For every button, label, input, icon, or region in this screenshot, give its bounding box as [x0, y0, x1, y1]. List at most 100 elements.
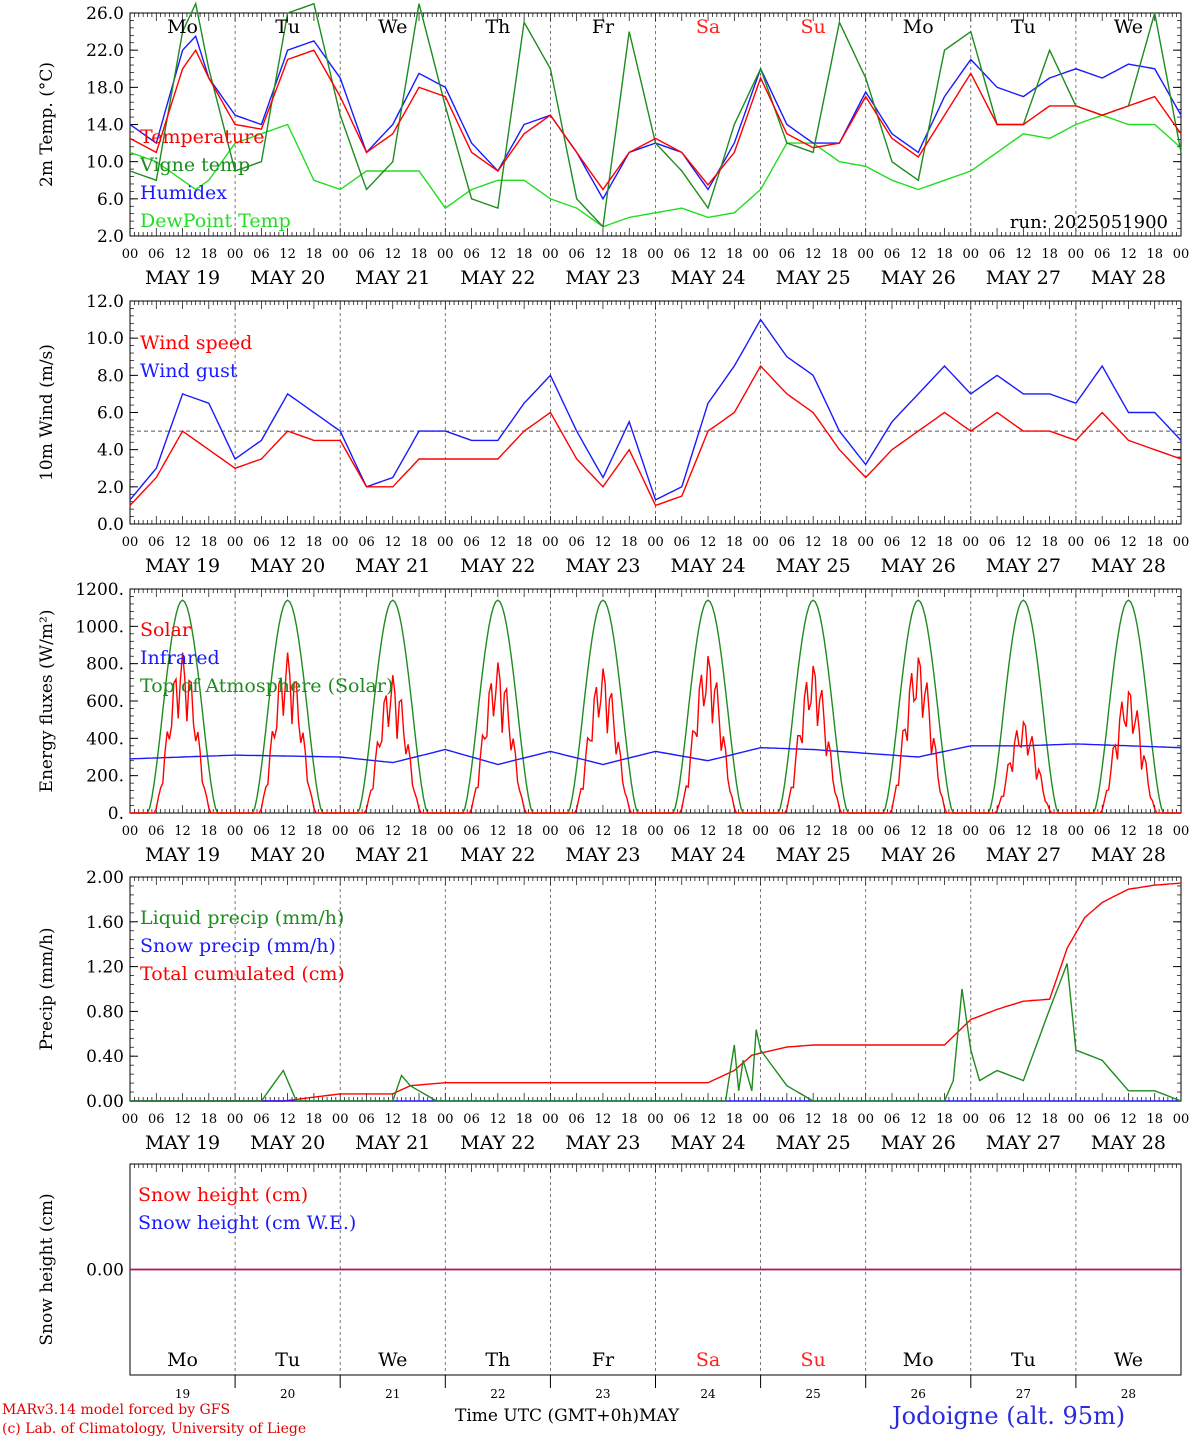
hour-tick-label: 18 [411, 535, 428, 550]
hour-tick-label: 00 [542, 824, 559, 839]
hour-tick-label: 12 [174, 535, 191, 550]
hour-tick-label: 12 [595, 535, 612, 550]
hour-tick-label: 06 [674, 1112, 691, 1127]
hour-tick-label: 00 [227, 247, 244, 262]
hour-tick-label: 00 [332, 535, 349, 550]
date-label: MAY 25 [776, 1132, 851, 1154]
hour-tick-label: 00 [122, 1112, 139, 1127]
hour-tick-label: 18 [936, 1112, 953, 1127]
hour-tick-label: 06 [358, 1112, 375, 1127]
date-label: MAY 27 [986, 555, 1061, 577]
hour-tick-label: 18 [516, 1112, 533, 1127]
hour-tick-label: 12 [805, 535, 822, 550]
day-number: 22 [490, 1387, 505, 1401]
hour-tick-label: 12 [910, 247, 927, 262]
hour-tick-label: 18 [936, 247, 953, 262]
hour-tick-label: 00 [1173, 824, 1190, 839]
y-tick-label: 4.0 [97, 441, 124, 461]
hour-tick-label: 00 [963, 1112, 980, 1127]
plot-frame-wind [129, 300, 1182, 525]
hour-tick-label: 18 [306, 535, 323, 550]
hour-tick-label: 12 [279, 535, 296, 550]
day-number: 28 [1121, 1387, 1136, 1401]
day-name-bottom: We [1114, 1349, 1143, 1371]
series-line-solar [130, 652, 1181, 814]
date-label: MAY 20 [250, 555, 325, 577]
date-label: MAY 28 [1091, 844, 1166, 866]
y-tick-label: 0.00 [86, 1261, 124, 1281]
hour-tick-label: 00 [647, 535, 664, 550]
y-tick-label: 1000. [75, 617, 124, 637]
hour-tick-label: 00 [963, 824, 980, 839]
hour-tick-label: 06 [253, 1112, 270, 1127]
hour-tick-label: 00 [857, 824, 874, 839]
hour-tick-label: 12 [1120, 535, 1137, 550]
hour-tick-label: 12 [174, 1112, 191, 1127]
day-name-bottom: Th [485, 1349, 510, 1371]
legend-humidex: Humidex [140, 182, 227, 204]
date-label: MAY 20 [250, 844, 325, 866]
hour-tick-label: 06 [779, 535, 796, 550]
hour-tick-label: 06 [779, 247, 796, 262]
hour-tick-label: 12 [490, 824, 507, 839]
date-label: MAY 26 [881, 267, 956, 289]
hour-tick-label: 06 [568, 824, 585, 839]
hour-tick-label: 18 [201, 247, 218, 262]
legend-infrared: Infrared [140, 647, 220, 669]
date-label: MAY 26 [881, 1132, 956, 1154]
date-label: MAY 25 [776, 267, 851, 289]
day-name-bottom: Fr [592, 1349, 615, 1371]
day-name-bottom: Tu [1011, 1349, 1036, 1371]
y-tick-label: 1200. [75, 580, 124, 600]
hour-tick-label: 12 [1120, 824, 1137, 839]
hour-tick-label: 00 [1173, 247, 1190, 262]
hour-tick-label: 12 [279, 247, 296, 262]
date-label: MAY 23 [565, 267, 640, 289]
hour-tick-label: 00 [752, 247, 769, 262]
day-name-bottom: Mo [167, 1349, 198, 1371]
hour-tick-label: 18 [201, 535, 218, 550]
hour-tick-label: 00 [1068, 247, 1085, 262]
y-axis-label: Snow height (cm) [37, 1193, 57, 1345]
date-label: MAY 25 [776, 844, 851, 866]
y-tick-label: 800. [86, 655, 124, 675]
date-label: MAY 21 [355, 844, 430, 866]
legend-dewpoint-temp: DewPoint Temp [140, 210, 291, 232]
y-tick-label: 6.0 [97, 190, 124, 210]
hour-tick-label: 00 [963, 535, 980, 550]
hour-tick-label: 18 [621, 535, 638, 550]
day-number: 19 [175, 1387, 190, 1401]
hour-tick-label: 00 [963, 247, 980, 262]
hour-tick-label: 12 [805, 1112, 822, 1127]
hour-tick-label: 18 [1146, 247, 1163, 262]
hour-tick-label: 00 [332, 824, 349, 839]
hour-tick-label: 06 [884, 824, 901, 839]
hour-tick-label: 06 [253, 824, 270, 839]
hour-tick-label: 00 [857, 535, 874, 550]
legend-total-cumulated-cm-: Total cumulated (cm) [140, 963, 345, 985]
day-name-bottom: Sa [696, 1349, 720, 1371]
hour-tick-label: 06 [358, 824, 375, 839]
y-tick-label: 200. [86, 767, 124, 787]
day-name-top: Mo [167, 16, 198, 38]
legend-snow-height-cm-w-e-: Snow height (cm W.E.) [138, 1212, 356, 1234]
hour-tick-label: 06 [253, 247, 270, 262]
hour-tick-label: 18 [1041, 535, 1058, 550]
hour-tick-label: 18 [936, 535, 953, 550]
hour-tick-label: 06 [989, 1112, 1006, 1127]
hour-tick-label: 18 [516, 824, 533, 839]
hour-tick-label: 18 [411, 824, 428, 839]
hour-tick-label: 12 [490, 535, 507, 550]
hour-tick-label: 18 [621, 247, 638, 262]
date-label: MAY 24 [670, 844, 745, 866]
hour-tick-label: 18 [516, 535, 533, 550]
hour-tick-label: 06 [989, 824, 1006, 839]
date-label: MAY 26 [881, 555, 956, 577]
hour-tick-label: 00 [647, 247, 664, 262]
hour-tick-label: 12 [1120, 247, 1137, 262]
hour-tick-label: 06 [884, 1112, 901, 1127]
hour-tick-label: 06 [779, 1112, 796, 1127]
y-tick-label: 26.0 [86, 4, 124, 24]
date-label: MAY 27 [986, 1132, 1061, 1154]
hour-tick-label: 00 [857, 247, 874, 262]
